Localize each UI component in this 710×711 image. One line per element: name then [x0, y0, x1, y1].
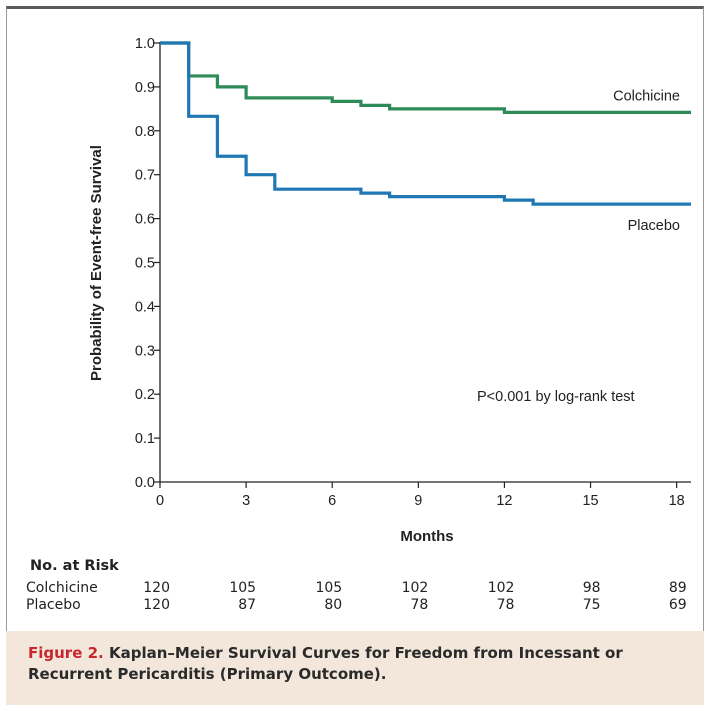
- y-tick-label: 0.9: [135, 80, 155, 96]
- risk-row-name: Placebo: [26, 597, 81, 613]
- risk-table-title: No. at Risk: [30, 558, 119, 574]
- figure-caption-text: Kaplan–Meier Survival Curves for Freedom…: [28, 644, 623, 683]
- y-axis-label: Probability of Event-free Survival: [88, 145, 105, 381]
- risk-value: 120: [143, 580, 170, 596]
- risk-value: 120: [143, 597, 170, 613]
- risk-row-name: Colchicine: [26, 580, 98, 596]
- figure-label: Figure 2.: [28, 644, 104, 662]
- series-colchicine-label: Colchicine: [613, 88, 680, 104]
- y-tick-label: 0.2: [135, 387, 155, 403]
- risk-value: 98: [582, 580, 601, 596]
- chart-series: Colchicine Placebo: [160, 41, 691, 234]
- chart-axes: 0.0 0.1 0.2 0.3 0.4 0.5 0.6 0.7 0.8 0.9 1.0 0 3 6 9 12 1…: [135, 36, 691, 509]
- risk-value: 75: [582, 597, 601, 613]
- log-rank-annotation: P<0.001 by log-rank test: [477, 389, 635, 405]
- kaplan-meier-chart: 0.0 0.1 0.2 0.3 0.4 0.5 0.6 0.7 0.8 0.9 1.0 0 3 6 9 12 1…: [88, 36, 691, 545]
- y-tick-label: 0.5: [135, 256, 155, 272]
- x-tick-label: 18: [669, 493, 685, 509]
- risk-value: 102: [487, 580, 515, 596]
- x-axis-label: Months: [400, 528, 453, 545]
- y-tick-label: 0.1: [135, 431, 155, 447]
- x-tick-label: 6: [328, 493, 336, 509]
- figure-caption: Figure 2. Kaplan–Meier Survival Curves f…: [6, 631, 704, 705]
- x-tick-label: 12: [496, 493, 512, 509]
- risk-value: 87: [238, 597, 257, 613]
- series-placebo-line: [160, 41, 691, 206]
- risk-value: 80: [324, 597, 343, 613]
- y-tick-label: 0.4: [135, 299, 155, 315]
- risk-value: 102: [401, 580, 429, 596]
- risk-value: 78: [496, 597, 515, 613]
- risk-value: 78: [410, 597, 429, 613]
- risk-value: 105: [315, 580, 343, 596]
- risk-value: 105: [229, 580, 257, 596]
- y-tick-label: 0.6: [135, 212, 155, 228]
- y-tick-label: 0.0: [135, 475, 155, 491]
- risk-value: 89: [668, 580, 687, 596]
- x-tick-label: 3: [242, 493, 250, 509]
- x-tick-label: 0: [156, 493, 164, 509]
- x-tick-label: 9: [414, 493, 422, 509]
- x-tick-label: 15: [582, 493, 598, 509]
- risk-value: 69: [668, 597, 687, 613]
- series-placebo-label: Placebo: [628, 218, 680, 234]
- figure-frame: [6, 6, 704, 705]
- y-tick-label: 0.3: [135, 343, 155, 359]
- y-tick-label: 0.8: [135, 124, 155, 140]
- y-tick-label: 0.7: [135, 168, 155, 184]
- y-tick-label: 1.0: [135, 36, 155, 52]
- series-colchicine-line: [160, 41, 691, 114]
